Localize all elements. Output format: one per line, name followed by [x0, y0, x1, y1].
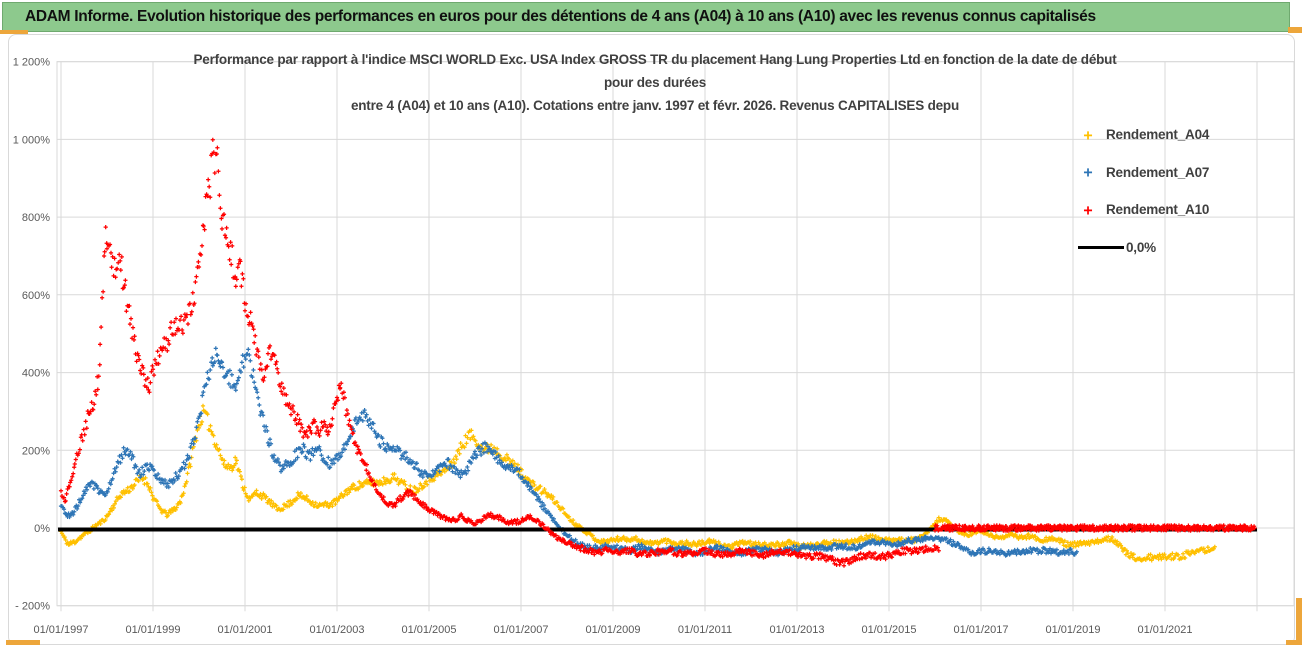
chart-title-line-1: Performance par rapport à l'indice MSCI …	[193, 52, 1117, 67]
chart-title-line-3: entre 4 (A04) et 10 ans (A10). Cotations…	[350, 98, 960, 113]
selection-handle-right[interactable]	[1296, 598, 1302, 644]
x-axis-tick-label: 01/01/1999	[125, 624, 180, 636]
legend-item-rendement-a07[interactable]: + Rendement_A07	[1078, 154, 1278, 192]
plus-marker-icon: +	[1083, 163, 1093, 182]
legend-label: 0,0%	[1126, 239, 1156, 255]
plot-area-border	[56, 61, 1295, 607]
y-axis-tick-label: 200%	[22, 445, 50, 457]
x-axis-tick-label: 01/01/2007	[493, 624, 548, 636]
x-axis-tick-label: 01/01/2013	[769, 624, 824, 636]
x-axis-tick-label: 01/01/2015	[861, 624, 916, 636]
selection-handle-top-right[interactable]	[1288, 27, 1302, 33]
x-axis-tick-label: 01/01/2011	[678, 624, 732, 636]
header-banner: ADAM Informe. Evolution historique des p…	[2, 2, 1290, 32]
x-axis-tick-label: 01/01/2005	[401, 624, 456, 636]
plus-marker-icon: +	[1083, 125, 1093, 144]
x-axis-tick-label: 01/01/2021	[1137, 624, 1192, 636]
y-axis-tick-label: 800%	[22, 212, 50, 224]
selection-handle-top-left[interactable]	[0, 30, 28, 34]
legend-item-rendement-a10[interactable]: + Rendement_A10	[1078, 191, 1278, 229]
chart-title: Performance par rapport à l'indice MSCI …	[60, 48, 1250, 117]
x-axis-tick-label: 01/01/2009	[585, 624, 640, 636]
zero-line-swatch-icon	[1078, 245, 1124, 249]
chart-title-line-2: pour des durées	[603, 75, 707, 90]
legend-label: Rendement_A04	[1106, 127, 1210, 143]
header-title: ADAM Informe. Evolution historique des p…	[25, 8, 1096, 25]
y-axis-tick-label: 1 000%	[13, 134, 51, 146]
y-axis-tick-label: 0%	[34, 523, 50, 535]
selection-handle-bottom-right[interactable]	[1286, 640, 1302, 645]
x-axis-tick-label: 01/01/1997	[33, 624, 88, 636]
selection-handle-bottom-left[interactable]	[6, 640, 40, 645]
legend-item-zero-line[interactable]: 0,0%	[1078, 229, 1278, 267]
y-axis-tick-label: 600%	[22, 290, 50, 302]
legend-item-rendement-a04[interactable]: + Rendement_A04	[1078, 116, 1278, 154]
y-axis-tick-label: 400%	[22, 368, 50, 380]
y-axis-tick-label: - 200%	[15, 601, 50, 613]
legend-label: Rendement_A10	[1106, 202, 1210, 218]
x-axis-tick-label: 01/01/2019	[1045, 624, 1100, 636]
x-axis-tick-label: 01/01/2001	[217, 624, 272, 636]
plus-marker-icon: +	[1083, 200, 1093, 219]
series-rendement-a10[interactable]	[58, 137, 941, 568]
x-axis-tick-label: 01/01/2017	[953, 624, 1008, 636]
series-rendement-a07[interactable]	[58, 346, 1079, 558]
legend-label: Rendement_A07	[1106, 164, 1210, 180]
series-rendement-a10-zero-flat[interactable]	[932, 523, 1257, 533]
chart-legend: + Rendement_A04 + Rendement_A07 + Rendem…	[1078, 116, 1278, 266]
x-axis-tick-label: 01/01/2003	[309, 624, 364, 636]
y-axis-tick-label: 1 200%	[13, 57, 51, 69]
series-rendement-a04[interactable]	[58, 403, 1217, 563]
